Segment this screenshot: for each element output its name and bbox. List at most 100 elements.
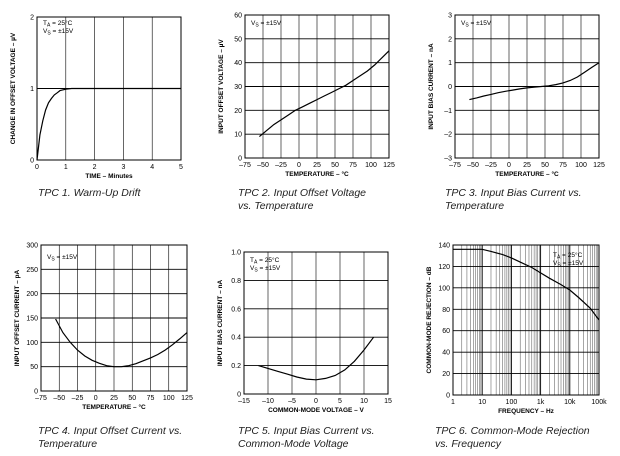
y-tick-label: 120 <box>438 264 450 271</box>
x-tick-label: –25 <box>485 162 497 169</box>
y-tick-label: 0 <box>30 158 34 165</box>
x-tick-label: –15 <box>238 398 250 405</box>
x-axis-label: TEMPERATURE – °C <box>285 170 349 178</box>
x-tick-label: 4 <box>150 164 154 171</box>
x-tick-label: 125 <box>383 162 395 169</box>
annotation-symbol: V <box>251 20 256 27</box>
series-line <box>259 50 390 138</box>
y-tick-label: 100 <box>26 340 38 347</box>
x-tick-label: 2 <box>93 164 97 171</box>
figure-caption: Temperature <box>445 200 504 212</box>
x-tick-label: 15 <box>384 398 392 405</box>
y-tick-label: –1 <box>444 108 452 115</box>
x-tick-label: 0 <box>94 395 98 402</box>
figure-caption: Temperature <box>38 438 97 450</box>
annotation-subscript: A <box>557 255 561 261</box>
y-tick-label: 2 <box>30 15 34 22</box>
x-tick-label: 10 <box>478 399 486 406</box>
annotation-symbol: V <box>43 28 48 35</box>
chart-tpc2-offset-voltage-vs-temperature: –75 –50 –25 0 25 50 75 100 125 0 10 20 30 40 50 60 TEMPE… <box>218 13 395 213</box>
y-tick-label: 30 <box>234 84 242 91</box>
series-line <box>36 87 181 161</box>
condition-annotation: VS = ±15V <box>43 28 74 37</box>
x-axis-label: COMMON-MODE VOLTAGE – V <box>268 407 364 414</box>
y-tick-label: 140 <box>438 243 450 250</box>
x-tick-label: 100 <box>365 162 377 169</box>
y-tick-label: 2 <box>448 36 452 43</box>
x-axis-label: TEMPERATURE – °C <box>82 403 146 411</box>
x-tick-label: –75 <box>35 395 47 402</box>
y-tick-label: 60 <box>442 328 450 335</box>
annotation-value: = ±15V <box>55 254 78 261</box>
y-tick-label: –3 <box>444 156 452 163</box>
annotation-subscript: S <box>254 268 258 274</box>
x-tick-label: 100k <box>591 399 607 406</box>
x-tick-label: 5 <box>338 398 342 405</box>
annotation-subscript: A <box>254 260 258 266</box>
y-axis-label: INPUT BIAS CURRENT – nA <box>217 280 224 367</box>
annotation-value: = 25°C <box>50 19 72 27</box>
condition-annotation: VS = ±15V <box>47 254 78 263</box>
annotation-value: = ±15V <box>258 265 281 272</box>
annotation-symbol: T <box>250 257 254 264</box>
x-tick-label: –25 <box>275 162 287 169</box>
figure-caption: TPC 5. Input Bias Current vs. <box>238 425 375 437</box>
chart-tpc5-bias-current-vs-common-mode-voltage: –15 –10 –5 0 5 10 15 0 0.2 0.4 0.6 0.8 1.0 COMMON-MOD… <box>217 250 392 451</box>
chart-tpc3-bias-current-vs-temperature: –75 –50 –25 0 25 50 75 100 125 –3 –2 –1 0 1 2 3 TEMPERAT… <box>428 13 605 213</box>
annotation-value: = ±15V <box>259 20 282 27</box>
annotation-subscript: S <box>51 257 55 263</box>
figure-caption: vs. Temperature <box>238 200 314 212</box>
x-tick-label: 25 <box>313 162 321 169</box>
condition-annotation: TA = 25°C <box>43 19 73 29</box>
annotation-subscript: S <box>255 23 259 29</box>
x-tick-label: –25 <box>72 395 84 402</box>
annotation-symbol: T <box>43 20 47 27</box>
annotation-symbol: V <box>47 254 52 261</box>
annotation-subscript: S <box>465 23 469 29</box>
x-tick-label: 1k <box>537 399 545 406</box>
y-tick-label: 80 <box>442 307 450 314</box>
y-axis-label: INPUT BIAS CURRENT – nA <box>428 43 435 130</box>
x-axis-label: TIME – Minutes <box>85 173 133 180</box>
y-axis-label: INPUT OFFSET CURRENT – pA <box>14 269 21 366</box>
figure-caption: vs. Frequency <box>435 438 502 450</box>
condition-annotation: VS = ±15V <box>553 260 584 269</box>
y-tick-label: 40 <box>234 60 242 67</box>
condition-annotation: VS = ±15V <box>250 265 281 274</box>
series-line <box>469 62 600 101</box>
x-tick-label: 125 <box>593 162 605 169</box>
chart-tpc1-warm-up-drift: 0 1 2 3 4 5 0 1 2 TIME – Minutes CHANGE IN OFFSET … <box>10 15 183 200</box>
annotation-symbol: T <box>553 252 557 259</box>
figure-caption: Common-Mode Voltage <box>238 438 349 450</box>
x-tick-label: 3 <box>121 164 125 171</box>
y-tick-label: 40 <box>442 350 450 357</box>
y-tick-label: 60 <box>234 13 242 20</box>
x-tick-label: 75 <box>147 395 155 402</box>
x-tick-label: –50 <box>53 395 65 402</box>
x-axis-label: TEMPERATURE – °C <box>495 170 559 178</box>
y-tick-label: 300 <box>26 243 38 250</box>
x-tick-label: 50 <box>331 162 339 169</box>
annotation-value: = ±15V <box>51 28 74 35</box>
series-line <box>258 336 375 381</box>
x-tick-label: –50 <box>467 162 479 169</box>
y-tick-label: 0 <box>448 84 452 91</box>
x-tick-label: 1 <box>451 399 455 406</box>
y-tick-label: 100 <box>438 285 450 292</box>
x-tick-label: 0 <box>297 162 301 169</box>
x-tick-label: –75 <box>449 162 461 169</box>
x-tick-label: –75 <box>239 162 251 169</box>
condition-annotation: VS = ±15V <box>251 20 282 29</box>
x-tick-label: 10k <box>564 399 576 406</box>
annotation-value: = ±15V <box>469 20 492 27</box>
y-tick-label: 0.4 <box>231 335 241 342</box>
y-tick-label: 0 <box>446 393 450 400</box>
annotation-symbol: V <box>553 260 558 267</box>
y-tick-label: 0 <box>238 156 242 163</box>
x-tick-label: 1 <box>64 164 68 171</box>
y-tick-label: 0 <box>34 389 38 396</box>
y-tick-label: 1 <box>30 86 34 93</box>
y-tick-label: 20 <box>442 371 450 378</box>
y-tick-label: 250 <box>26 267 38 274</box>
